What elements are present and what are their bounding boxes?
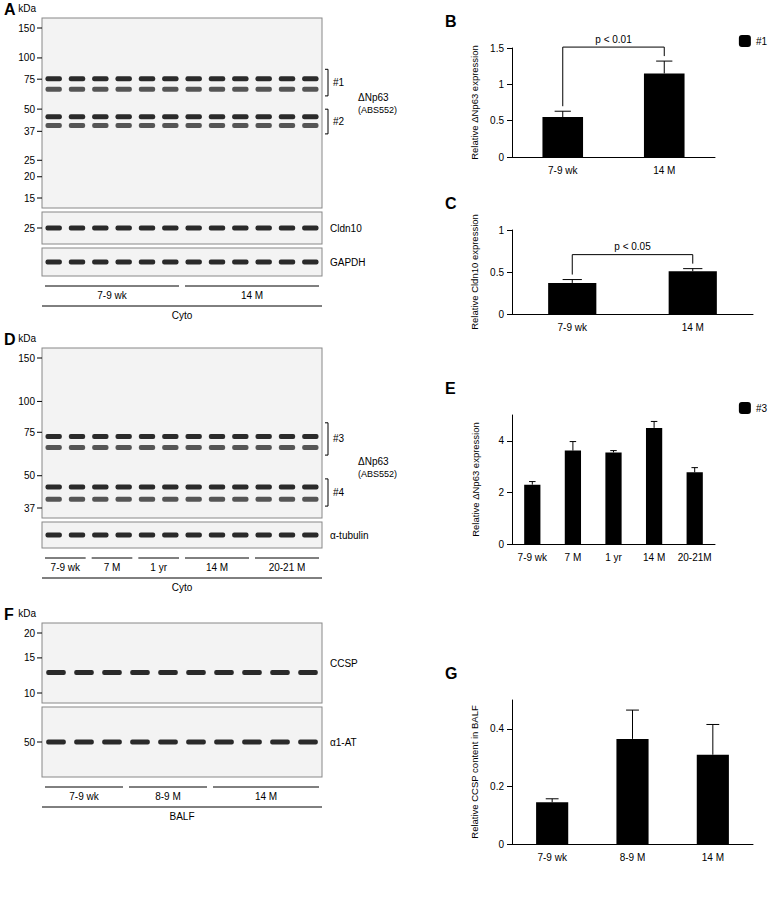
svg-text:Relative Cldn10 expression: Relative Cldn10 expression	[469, 214, 480, 330]
svg-text:50: 50	[24, 104, 36, 115]
svg-text:ΔNp63: ΔNp63	[358, 456, 389, 467]
svg-text:#4: #4	[333, 487, 345, 498]
svg-text:20-21 M: 20-21 M	[269, 562, 306, 573]
svg-text:1 yr: 1 yr	[605, 552, 622, 563]
svg-text:kDa: kDa	[18, 608, 36, 619]
svg-text:14 M: 14 M	[653, 165, 675, 176]
svg-text:14 M: 14 M	[682, 322, 704, 333]
svg-text:37: 37	[24, 126, 36, 137]
svg-text:15: 15	[24, 193, 36, 204]
svg-text:D: D	[4, 331, 16, 348]
svg-text:α1-AT: α1-AT	[330, 737, 357, 748]
svg-text:ΔNp63: ΔNp63	[358, 92, 389, 103]
svg-text:8-9 M: 8-9 M	[155, 791, 181, 802]
svg-text:C: C	[445, 195, 457, 212]
svg-text:1 yr: 1 yr	[150, 562, 167, 573]
svg-text:Relative ΔNp63 expression: Relative ΔNp63 expression	[469, 45, 480, 160]
svg-text:#3: #3	[333, 433, 345, 444]
svg-text:50: 50	[24, 737, 36, 748]
svg-text:CCSP: CCSP	[330, 658, 358, 669]
svg-text:100: 100	[18, 52, 35, 63]
svg-text:7-9 wk: 7-9 wk	[537, 852, 567, 863]
svg-text:G: G	[445, 665, 457, 682]
svg-text:7-9 wk: 7-9 wk	[518, 552, 548, 563]
svg-text:25: 25	[24, 223, 36, 234]
svg-text:E: E	[445, 380, 456, 397]
svg-text:GAPDH: GAPDH	[330, 257, 366, 268]
svg-text:20: 20	[24, 171, 36, 182]
svg-text:A: A	[4, 1, 16, 18]
svg-text:14 M: 14 M	[643, 552, 665, 563]
svg-text:0: 0	[498, 152, 504, 163]
svg-text:1: 1	[498, 225, 504, 236]
svg-text:7-9 wk: 7-9 wk	[97, 290, 127, 301]
svg-text:1.5: 1.5	[490, 43, 504, 54]
svg-text:0: 0	[498, 839, 504, 850]
svg-text:BALF: BALF	[169, 811, 194, 822]
svg-text:#2: #2	[333, 116, 345, 127]
svg-text:150: 150	[18, 353, 35, 364]
svg-text:7 M: 7 M	[104, 562, 121, 573]
svg-text:75: 75	[24, 74, 36, 85]
svg-text:p < 0.01: p < 0.01	[595, 34, 632, 45]
svg-text:kDa: kDa	[18, 3, 36, 14]
svg-text:α-tubulin: α-tubulin	[330, 530, 369, 541]
svg-text:#3: #3	[756, 403, 768, 414]
svg-text:7-9 wk: 7-9 wk	[548, 165, 578, 176]
svg-text:Cyto: Cyto	[172, 582, 193, 593]
svg-text:Relative CCSP content in BALF: Relative CCSP content in BALF	[469, 705, 480, 839]
svg-text:50: 50	[24, 470, 36, 481]
svg-text:p < 0.05: p < 0.05	[614, 241, 651, 252]
svg-text:15: 15	[24, 652, 36, 663]
svg-text:Cyto: Cyto	[172, 310, 193, 321]
svg-text:1: 1	[498, 79, 504, 90]
svg-text:0.4: 0.4	[490, 723, 504, 734]
svg-text:(ABS552): (ABS552)	[358, 105, 397, 115]
svg-text:14 M: 14 M	[206, 562, 228, 573]
svg-text:20: 20	[24, 628, 36, 639]
svg-text:37: 37	[24, 503, 36, 514]
svg-text:Cldn10: Cldn10	[330, 223, 362, 234]
svg-text:B: B	[445, 13, 457, 30]
svg-text:0: 0	[498, 309, 504, 320]
svg-text:4: 4	[498, 435, 504, 446]
svg-text:0.5: 0.5	[490, 267, 504, 278]
svg-text:kDa: kDa	[18, 333, 36, 344]
svg-text:0: 0	[498, 539, 504, 550]
svg-text:0.5: 0.5	[490, 115, 504, 126]
svg-text:14 M: 14 M	[702, 852, 724, 863]
svg-text:25: 25	[24, 155, 36, 166]
svg-text:F: F	[4, 606, 14, 623]
svg-text:10: 10	[24, 688, 36, 699]
svg-text:14 M: 14 M	[241, 290, 263, 301]
svg-text:7 M: 7 M	[565, 552, 582, 563]
svg-text:7-9 wk: 7-9 wk	[51, 562, 81, 573]
svg-text:8-9 M: 8-9 M	[620, 852, 646, 863]
svg-text:(ABS552): (ABS552)	[358, 469, 397, 479]
svg-text:2: 2	[498, 487, 504, 498]
svg-text:7-9 wk: 7-9 wk	[69, 791, 99, 802]
svg-text:0.2: 0.2	[490, 781, 504, 792]
svg-text:20-21M: 20-21M	[678, 552, 712, 563]
svg-text:100: 100	[18, 396, 35, 407]
svg-text:75: 75	[24, 427, 36, 438]
svg-text:7-9 wk: 7-9 wk	[558, 322, 588, 333]
svg-text:#1: #1	[333, 77, 345, 88]
svg-text:#1: #1	[756, 36, 768, 47]
svg-text:14 M: 14 M	[255, 791, 277, 802]
svg-text:Relative ΔNp63 expression: Relative ΔNp63 expression	[470, 422, 481, 537]
svg-text:150: 150	[18, 23, 35, 34]
